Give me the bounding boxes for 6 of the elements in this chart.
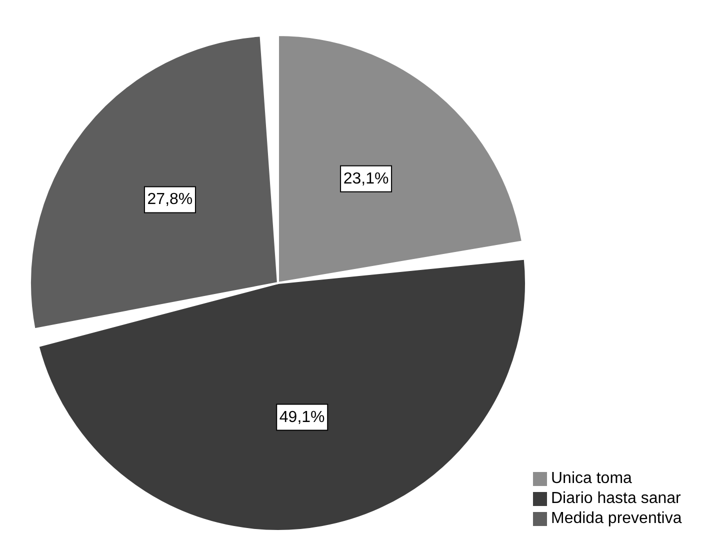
- legend-label: Diario hasta sanar: [551, 489, 681, 509]
- data-label: 49,1%: [279, 408, 325, 426]
- data-label: 27,8%: [147, 191, 193, 208]
- legend-label: Medida preventiva: [551, 509, 682, 529]
- data-label: 23,1%: [343, 170, 389, 188]
- legend-label: Unica toma: [551, 469, 632, 489]
